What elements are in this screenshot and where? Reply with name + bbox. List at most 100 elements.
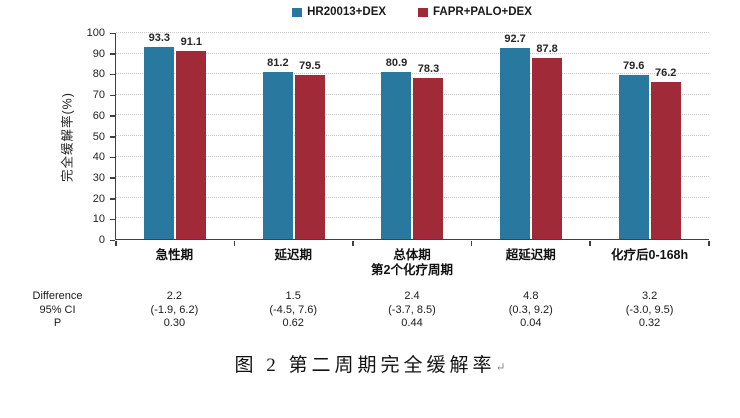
stats-value: 2.2 (166, 290, 183, 302)
bar-fapr: 78.3 (413, 63, 444, 239)
bar-value-label: 92.7 (504, 33, 526, 46)
plot-area: 93.3 91.1 81.2 79.5 80.9 78.3 92.7 87.8 79.6 76.2 (115, 32, 710, 246)
category-label: 延迟期 (234, 248, 353, 278)
paragraph-return-icon: ↵ (495, 360, 506, 374)
bar-fapr: 79.5 (294, 60, 325, 239)
bar-group: 80.9 78.3 (353, 33, 472, 239)
bar-value-label: 80.9 (385, 57, 408, 70)
grid-line (116, 32, 709, 33)
category-label-line: 第2个化疗周期 (371, 263, 453, 277)
x-tick-mark (708, 240, 710, 246)
category-label-line: 超延迟期 (505, 248, 556, 262)
y-tick-label: 60 (92, 109, 105, 122)
stats-row: 95% CI (-1.9, 6.2) (-4.5, 7.6) (-3.7, 8.5) (… (0, 304, 709, 318)
category-labels: 急性期 延迟期 总体期 第2个化疗周期 超延迟期 化疗后0-168h (115, 248, 709, 278)
stats-value: (-1.9, 6.2) (150, 303, 199, 316)
stats-value: (-3.0, 9.5) (625, 303, 674, 316)
bar-fapr: 76.2 (650, 67, 681, 239)
caption-text: 图 2 第二周期完全缓解率 (234, 355, 496, 376)
grid-line (116, 93, 709, 95)
stats-value: 4.8 (523, 290, 539, 302)
y-tick-label: 50 (92, 130, 105, 143)
stats-row-label: P (53, 317, 62, 329)
grid-line (116, 114, 709, 116)
stats-value: 1.5 (285, 290, 301, 302)
figure-caption: 图 2 第二周期完全缓解率↵ (0, 350, 740, 377)
x-tick-mark (352, 240, 354, 246)
legend-swatch-fapr-icon (418, 7, 429, 17)
y-tick-mark (110, 156, 115, 159)
legend-item-fapr: FAPR+PALO+DEX (418, 6, 532, 18)
category-label: 急性期 (115, 248, 234, 278)
y-tick-mark (110, 218, 115, 221)
y-tick-mark (110, 115, 115, 117)
stats-value: (-4.5, 7.6) (269, 303, 318, 316)
bar-fapr: 91.1 (176, 36, 207, 239)
x-tick-mark (589, 240, 591, 246)
grid-line (116, 52, 709, 54)
bar-group: 81.2 79.5 (235, 33, 354, 239)
x-tick-mark (470, 240, 473, 246)
category-label-line: 总体期 (393, 248, 431, 262)
stats-value: 0.44 (401, 317, 423, 329)
legend-label-fapr: FAPR+PALO+DEX (433, 6, 532, 18)
y-tick-mark (110, 198, 115, 200)
stats-row: P 0.30 0.62 0.44 0.04 0.32 (0, 317, 709, 331)
stats-value: 0.30 (163, 317, 186, 329)
category-label-line: 化疗后0-168h (611, 248, 689, 262)
stats-row: Difference 2.2 1.5 2.4 4.8 3.2 (0, 290, 709, 304)
y-tick-label: 20 (92, 192, 105, 205)
stats-row-label: 95% CI (39, 303, 76, 316)
grid-line (116, 73, 709, 75)
stats-value: 0.04 (520, 317, 542, 329)
y-tick-label: 70 (92, 89, 105, 102)
y-tick-label: 90 (92, 47, 105, 60)
category-label: 化疗后0-168h (590, 248, 709, 278)
grid-line (116, 176, 709, 178)
y-tick-mark (110, 73, 115, 76)
bar-value-label: 79.6 (622, 60, 645, 73)
legend: HR20013+DEX FAPR+PALO+DEX (115, 6, 709, 18)
category-label: 超延迟期 (471, 248, 590, 278)
bar-value-label: 93.3 (148, 31, 171, 44)
category-label-line: 延迟期 (274, 248, 312, 262)
y-tick-label: 100 (86, 27, 105, 39)
bar-hr20013: 92.7 (500, 33, 531, 239)
legend-label-hr20013: HR20013+DEX (307, 6, 387, 18)
stats-value: 3.2 (641, 290, 658, 302)
bar-value-label: 78.3 (417, 62, 440, 75)
legend-swatch-hr20013-icon (292, 7, 303, 17)
y-tick-mark (110, 136, 115, 138)
y-tick-label: 30 (92, 171, 105, 184)
bar-hr20013: 80.9 (381, 57, 412, 239)
y-tick-mark (110, 53, 115, 55)
bar-fapr: 87.8 (532, 43, 563, 239)
bar-hr20013: 81.2 (262, 57, 293, 239)
grid-line (116, 155, 709, 157)
y-tick-label: 0 (98, 234, 105, 246)
stats-table: Difference 2.2 1.5 2.4 4.8 3.2 95% CI (-1.9, 6.… (0, 290, 709, 331)
bar-hr20013: 93.3 (144, 32, 175, 239)
y-tick-label: 80 (92, 68, 105, 81)
grid-line (116, 135, 709, 136)
legend-item-hr20013: HR20013+DEX (292, 6, 386, 18)
stats-value: 0.62 (282, 317, 304, 329)
bar-group: 92.7 87.8 (472, 33, 591, 239)
stats-value: 0.32 (638, 317, 661, 329)
category-label-line: 急性期 (155, 248, 194, 262)
grid-line (116, 217, 709, 219)
stats-value: 2.4 (404, 290, 420, 302)
y-tick-label: 10 (92, 213, 105, 226)
grid-line (116, 196, 709, 198)
y-tick-mark (110, 94, 115, 97)
stats-value: (0.3, 9.2) (508, 303, 553, 316)
category-label: 总体期 第2个化疗周期 (353, 248, 472, 278)
y-axis: 0 10 20 30 40 50 60 70 80 90 100 (70, 27, 115, 246)
bar-value-label: 79.5 (299, 60, 321, 73)
y-tick-mark (110, 32, 115, 34)
stats-row-label: Difference (32, 290, 83, 302)
y-tick-label: 40 (92, 151, 105, 164)
x-tick-mark (115, 240, 117, 246)
bar-value-label: 76.2 (654, 67, 677, 80)
